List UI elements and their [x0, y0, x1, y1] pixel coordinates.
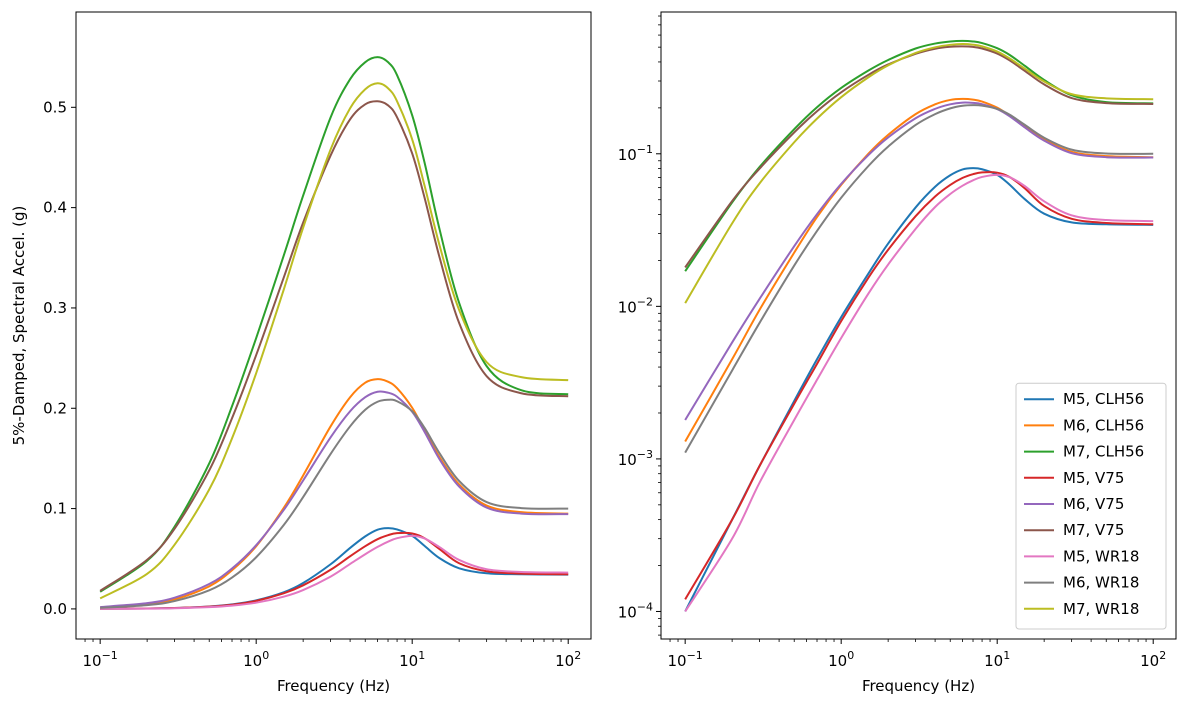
x-tick-label: 100: [828, 649, 854, 670]
plot-frame: [660, 11, 1177, 640]
y-tick-label: 0.1: [43, 500, 67, 518]
x-tick-label: 101: [399, 649, 425, 670]
x-tick-label: 102: [555, 649, 581, 670]
series-line-m7-wr18: [684, 43, 1154, 304]
y-tick-label: 0.0: [43, 600, 67, 618]
x-axis-label: Frequency (Hz): [277, 677, 390, 695]
series-line-m6-clh56: [100, 378, 569, 609]
x-axis-label: Frequency (Hz): [862, 677, 975, 695]
series-line-m6-wr18: [100, 398, 569, 609]
y-tick-label: 0.4: [43, 199, 67, 217]
series-line-m5-v75: [684, 171, 1154, 600]
legend-label: M7, WR18: [1063, 600, 1139, 618]
panel-2: 10−1 100 101 102 10−4 10−3 10−2 10−1 Frequency (…: [618, 11, 1177, 695]
y-tick-label: 10−1: [618, 143, 653, 164]
y-tick-label: 0.2: [43, 399, 67, 417]
plot-frame: [75, 11, 592, 640]
legend: M5, CLH56 M6, CLH56 M7, CLH56 M5, V75 M6, V7…: [1015, 382, 1167, 630]
series-line-m5-clh56: [684, 167, 1154, 612]
series-line-m5-wr18: [100, 534, 569, 610]
legend-label: M6, V75: [1063, 495, 1124, 513]
x-tick-label: 10−1: [83, 649, 118, 670]
series-line-m5-wr18: [684, 173, 1154, 613]
series-line-m7-wr18: [99, 82, 569, 600]
series-line-m7-v75: [684, 45, 1154, 268]
y-tick-label: 0.5: [43, 98, 67, 116]
series-line-m7-clh56: [684, 39, 1154, 272]
y-tick-label: 10−2: [618, 295, 653, 316]
legend-label: M6, WR18: [1063, 574, 1139, 592]
legend-label: M5, V75: [1063, 469, 1124, 487]
series-line-m6-v75: [684, 101, 1154, 421]
legend-label: M7, CLH56: [1063, 443, 1144, 461]
x-tick-label: 10−1: [668, 649, 703, 670]
y-tick-label: 10−3: [618, 448, 653, 469]
series-line-m7-clh56: [99, 56, 569, 593]
legend-label: M6, CLH56: [1063, 416, 1144, 434]
series-line-m6-wr18: [684, 104, 1154, 454]
panel-1: 10−1 100 101 102 0.0 0.1 0.2 0.3 0.4 0.5 Frequency…: [10, 11, 592, 695]
legend-box: [1015, 382, 1167, 630]
x-tick-label: 100: [243, 649, 269, 670]
y-tick-label: 0.3: [43, 299, 67, 317]
legend-label: M5, CLH56: [1063, 390, 1144, 408]
y-axis-label: 5%-Damped, Spectral Accel. (g): [10, 206, 28, 446]
y-tick-label: 10−4: [618, 600, 653, 621]
x-tick-label: 102: [1140, 649, 1166, 670]
x-tick-label: 101: [984, 649, 1010, 670]
series-line-m7-v75: [99, 100, 569, 592]
legend-label: M5, WR18: [1063, 547, 1139, 565]
legend-label: M7, V75: [1063, 521, 1124, 539]
series-line-m6-v75: [100, 390, 569, 609]
